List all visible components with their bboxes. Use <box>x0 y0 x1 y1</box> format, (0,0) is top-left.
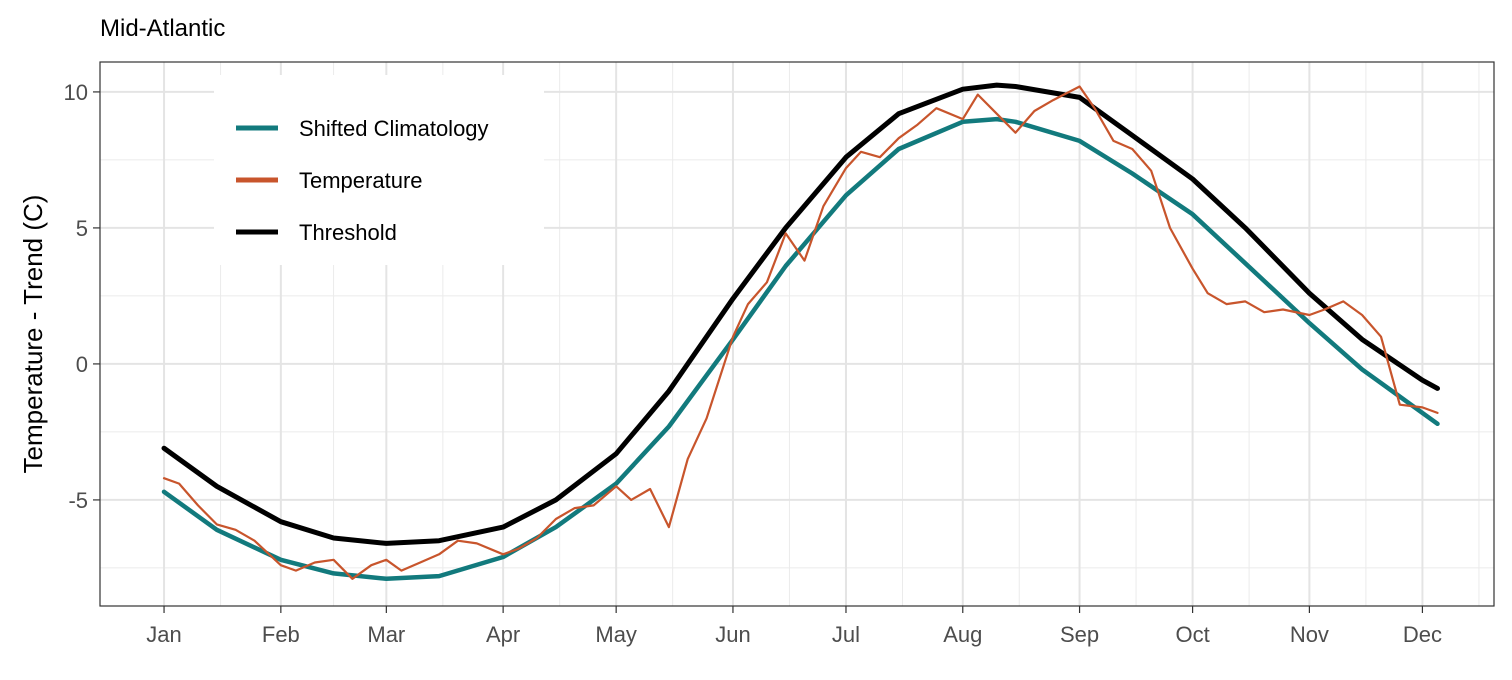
legend-label: Threshold <box>299 220 397 245</box>
series-line-threshold <box>161 82 1440 546</box>
x-tick-label: Nov <box>1290 622 1329 647</box>
x-tick-label: Apr <box>486 622 520 647</box>
y-axis-title: Temperature - Trend (C) <box>18 195 48 474</box>
x-tick-label: Mar <box>367 622 405 647</box>
x-tick-label: Oct <box>1175 622 1209 647</box>
legend: Shifted Climatology Temperature Threshold <box>214 75 544 265</box>
legend-label: Shifted Climatology <box>299 116 489 141</box>
y-axis: 10 5 0 -5 <box>64 80 100 513</box>
series-layer <box>161 82 1440 582</box>
major-gridlines <box>100 62 1494 606</box>
chart-title: Mid-Atlantic <box>100 15 225 42</box>
x-tick-label: Aug <box>943 622 982 647</box>
x-tick-label: Dec <box>1403 622 1442 647</box>
x-axis: Jan Feb Mar Apr May Jun Jul Aug Sep Oct Nov Dec <box>146 606 1442 647</box>
x-tick-label: Jan <box>146 622 181 647</box>
series-line-temperature <box>162 85 1439 580</box>
y-tick-label: 10 <box>64 80 88 105</box>
minor-gridlines <box>100 62 1494 606</box>
y-tick-label: -5 <box>68 488 88 513</box>
x-tick-label: Feb <box>262 622 300 647</box>
x-tick-label: Jun <box>715 622 750 647</box>
y-tick-label: 5 <box>76 216 88 241</box>
series-line-shifted-climatology <box>161 116 1440 582</box>
plot-border <box>99 61 1495 607</box>
legend-label: Temperature <box>299 168 423 193</box>
x-tick-label: Sep <box>1060 622 1099 647</box>
x-tick-label: May <box>595 622 637 647</box>
x-tick-label: Jul <box>832 622 860 647</box>
y-tick-label: 0 <box>76 352 88 377</box>
